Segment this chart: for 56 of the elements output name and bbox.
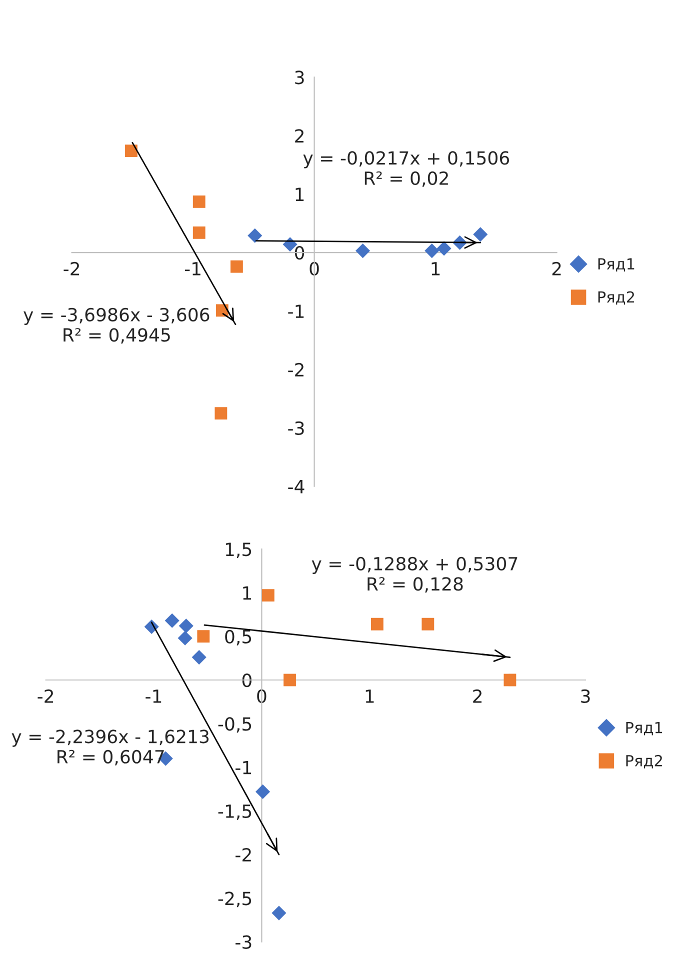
point	[272, 906, 286, 920]
y-tick-label: 1	[296, 188, 304, 201]
point	[424, 244, 440, 258]
y-tick-label: 1	[243, 586, 252, 600]
annotation: y = -0,1288x + 0,5307 R² = 0,128	[312, 556, 518, 593]
point	[436, 241, 452, 256]
y-tick-label: -2	[236, 848, 251, 862]
legend-label: Ряд2	[626, 754, 662, 768]
x-tick-label: -2	[38, 689, 54, 703]
point	[370, 618, 384, 630]
x-tick-label: 3	[581, 689, 590, 704]
x-tick-label: -1	[184, 262, 200, 276]
x-tick-label: 0	[257, 689, 266, 704]
point	[178, 618, 194, 634]
point	[192, 195, 206, 208]
point	[230, 260, 243, 273]
annotation: y = -3,6986x - 3,606 R² = 0,4945	[24, 308, 210, 344]
point	[262, 589, 274, 602]
point	[192, 650, 206, 665]
point	[422, 618, 434, 630]
legend-label: Ряд2	[598, 291, 634, 305]
x-tick-label: 1	[432, 262, 440, 276]
x-tick-label: 0	[310, 262, 319, 276]
y-tick-label: 1,5	[226, 542, 252, 558]
y-tick-label: -3	[236, 935, 252, 949]
y-tick-label: -1	[236, 760, 252, 774]
y-tick-label: 0,5	[225, 630, 252, 646]
point	[504, 674, 516, 686]
y-tick-label: -3	[288, 421, 304, 436]
point	[255, 784, 270, 800]
y-tick-label: -1,5	[218, 804, 252, 820]
x-tick-label: 2	[473, 689, 482, 703]
y-tick-label: -2	[288, 362, 304, 376]
x-tick-label: 1	[366, 690, 374, 703]
point	[164, 613, 180, 628]
point	[356, 244, 370, 258]
point	[178, 630, 192, 646]
point	[473, 227, 488, 242]
y-tick-label: -4	[288, 480, 304, 494]
point	[214, 407, 228, 420]
point	[248, 228, 262, 243]
x-tick-label: -1	[146, 690, 162, 703]
y-tick-label: -1	[288, 304, 304, 318]
point	[192, 226, 206, 239]
point	[284, 674, 296, 686]
point	[197, 630, 210, 643]
legend-label: Ряд1	[626, 722, 662, 736]
annotation: y = -0,0217x + 0,1506 R² = 0,02	[303, 151, 510, 187]
legend-label: Ряд1	[598, 258, 634, 272]
point	[125, 144, 138, 158]
y-tick-label: -0,5	[218, 717, 252, 733]
y-tick-label: 2	[295, 129, 304, 143]
x-tick-label: 2	[552, 262, 561, 276]
y-tick-label: 3	[295, 70, 304, 84]
x-tick-label: -2	[64, 262, 80, 276]
y-tick-label: -2,5	[218, 892, 252, 908]
